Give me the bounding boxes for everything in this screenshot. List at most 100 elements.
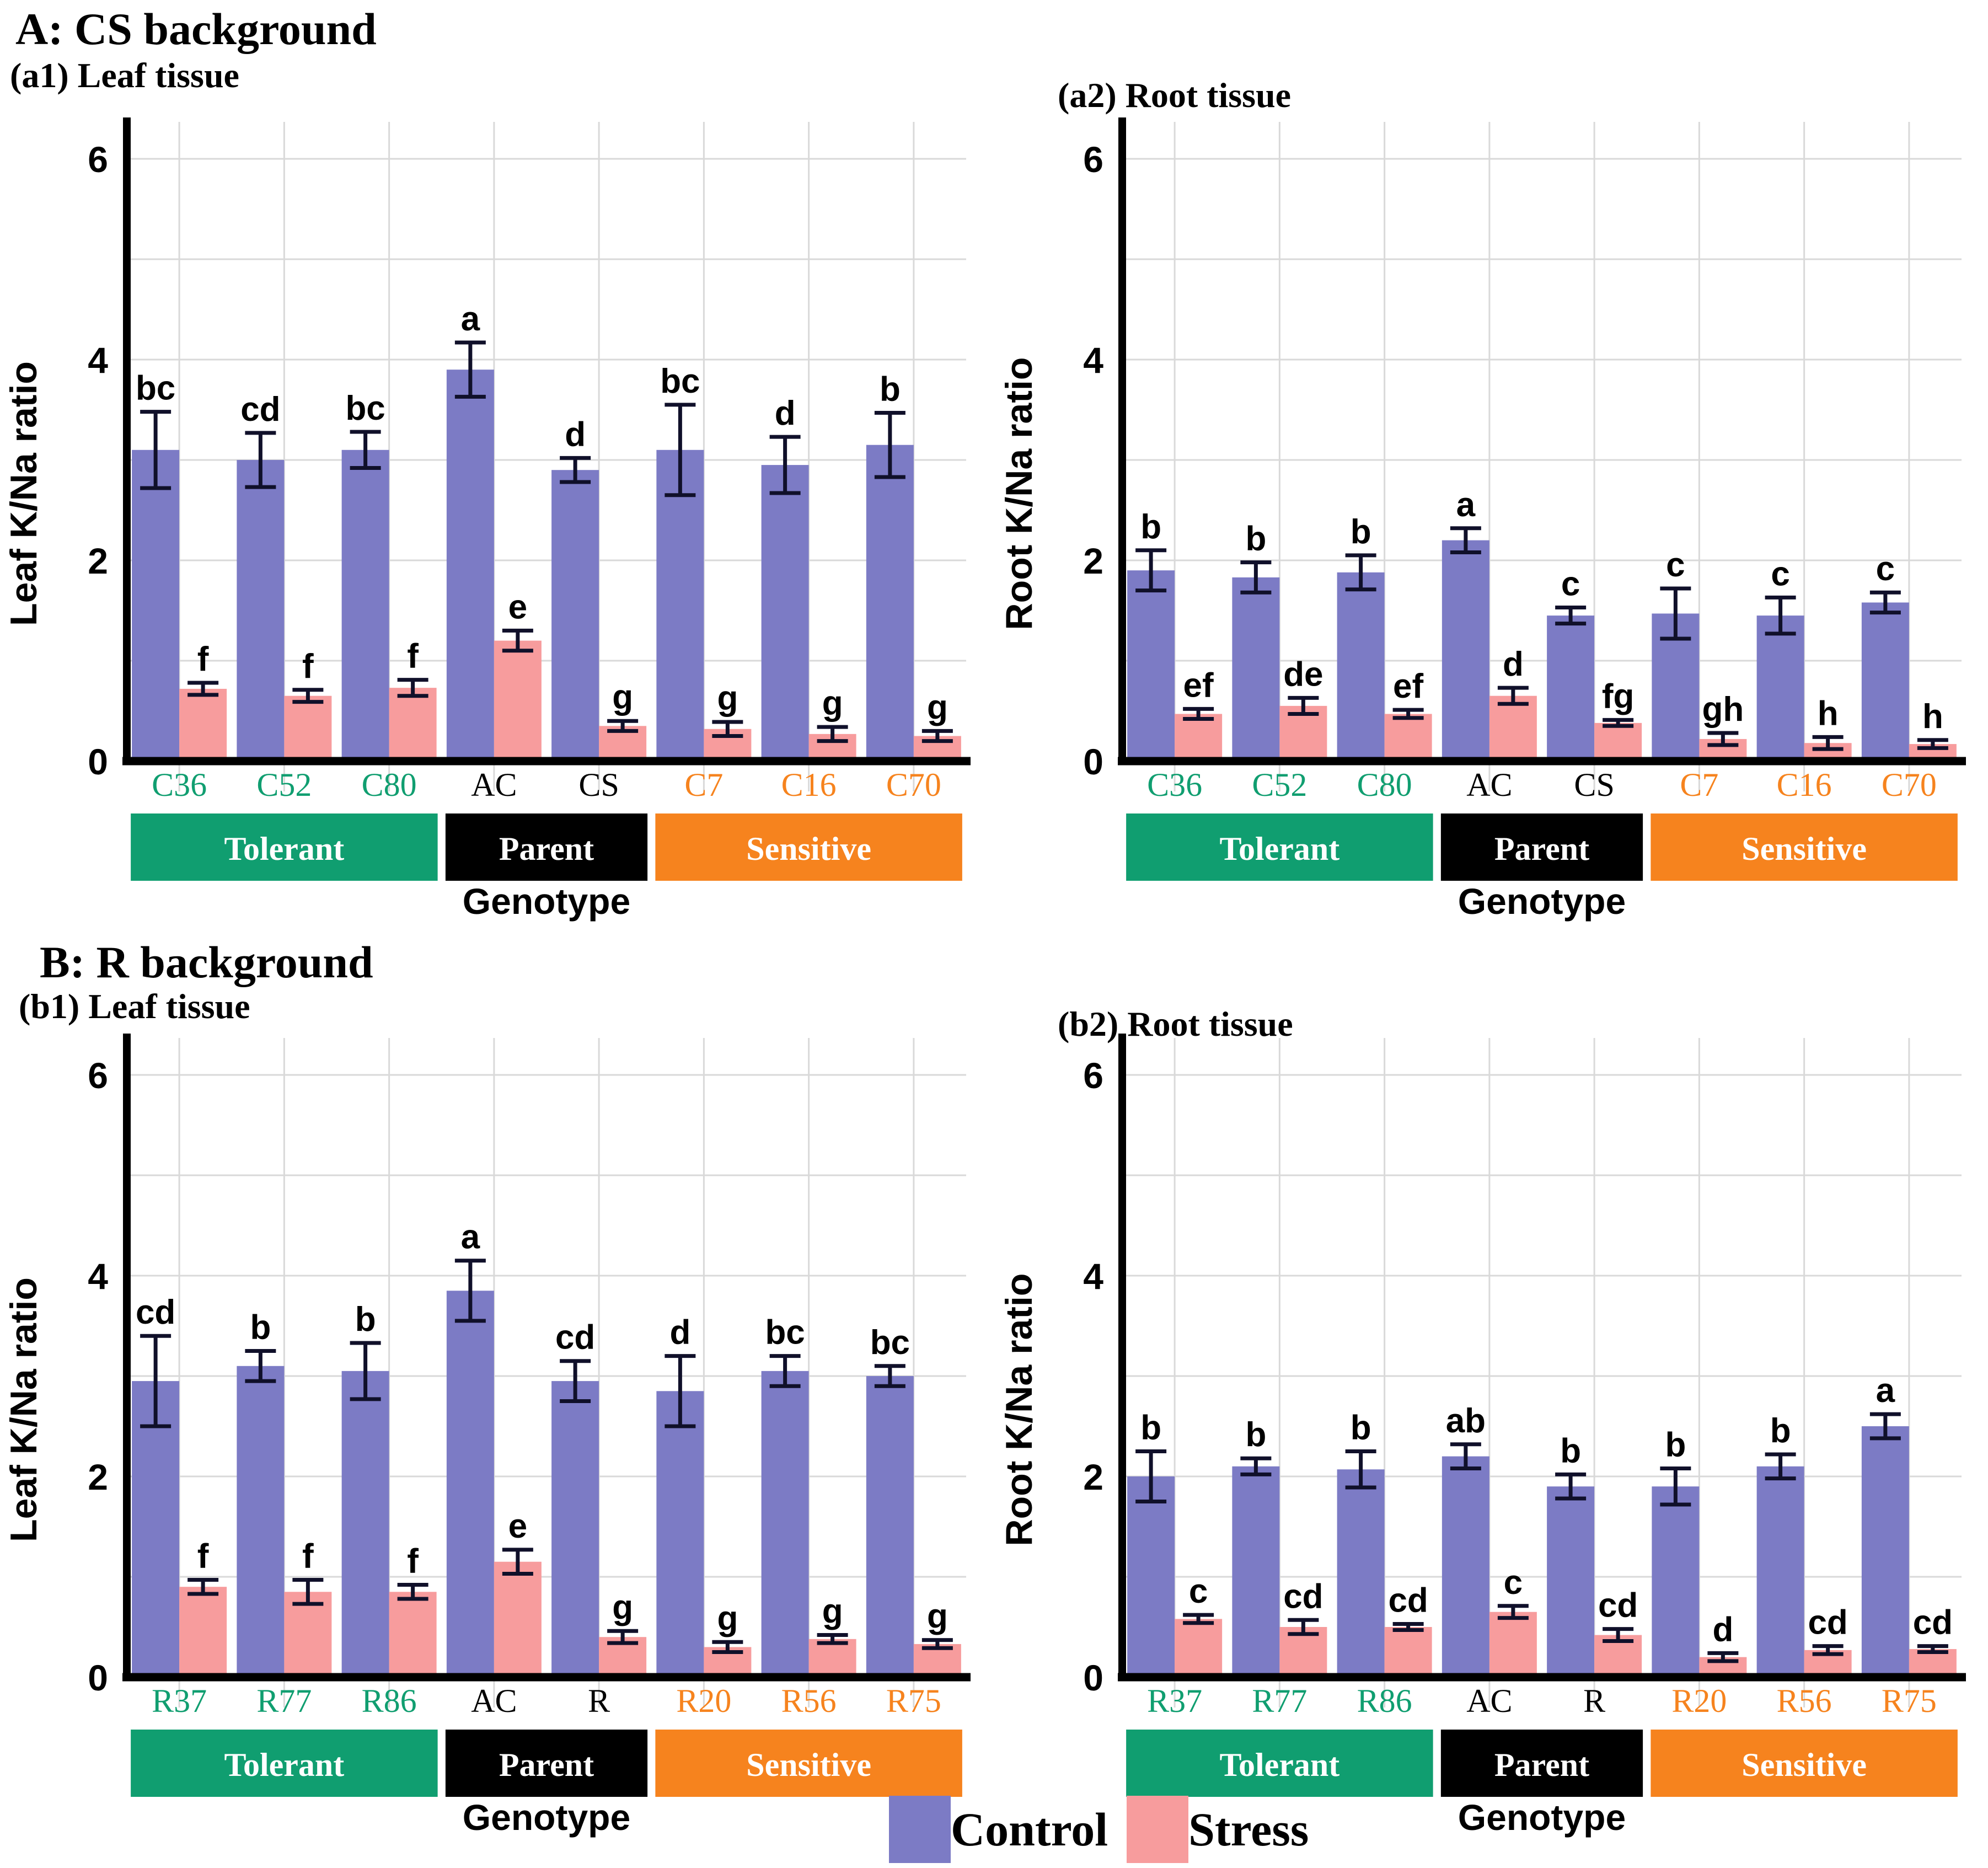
sig-letter-control-CS: d [565,415,586,453]
panel-a1-subtitle: (a1) Leaf tissue [10,56,239,95]
sig-letter-control-R56: bc [765,1314,805,1352]
bar-control-R77 [1232,1466,1280,1677]
legend-control-swatch [889,1796,951,1863]
category-label-C70: C70 [1882,767,1937,803]
sig-letter-control-R20: b [1665,1426,1686,1464]
sig-letter-stress-C7: gh [1702,691,1744,729]
sig-letter-control-R37: cd [136,1293,175,1331]
sig-letter-control-R77: b [250,1309,271,1347]
sig-letter-control-R: b [1560,1432,1581,1470]
sig-letter-stress-C80: ef [1393,667,1423,705]
sig-letter-control-CS: c [1561,565,1580,603]
sig-letter-control-C16: c [1771,555,1789,593]
sig-letter-control-R56: b [1770,1412,1791,1450]
bar-control-AC [1442,1456,1489,1677]
group-band-tolerant [1126,813,1433,881]
bar-control-R86 [341,1371,389,1677]
x-axis-label: Genotype [1458,1797,1626,1838]
section-b-title: B: R background [40,937,373,987]
group-band-label: Parent [499,1747,594,1783]
bar-stress-C52 [284,695,332,761]
category-label-R75: R75 [1882,1683,1937,1719]
bar-control-C16 [1756,615,1804,761]
sig-letter-control-C80: b [1351,513,1371,551]
bar-stress-AC [1489,1612,1537,1677]
bar-stress-AC [1489,695,1537,761]
bar-control-R20 [1652,1486,1700,1677]
sig-letter-stress-R20: g [717,1599,738,1637]
bar-control-R37 [1127,1476,1175,1677]
x-axis-label: Genotype [1458,881,1626,922]
bar-stress-R56 [808,1639,856,1677]
x-axis-label: Genotype [463,881,630,922]
sig-letter-control-C70: b [880,370,901,408]
group-band-label: Parent [1494,831,1589,867]
category-label-R56: R56 [1777,1683,1832,1719]
bar-control-R20 [656,1391,704,1677]
sig-letter-stress-AC: d [1503,645,1524,683]
category-label-R: R [1583,1683,1605,1719]
category-label-CS: CS [578,767,619,803]
sig-letter-stress-R37: c [1189,1572,1208,1610]
category-label-C36: C36 [152,767,207,803]
bar-control-R75 [866,1376,914,1677]
y-tick-label: 6 [1083,139,1103,180]
bar-control-R56 [1756,1466,1804,1677]
category-label-C52: C52 [1252,767,1307,803]
bar-control-R56 [761,1371,809,1677]
category-label-C16: C16 [1777,767,1832,803]
group-band-parent [1440,813,1643,881]
sig-letter-stress-R75: cd [1913,1604,1953,1642]
category-label-R77: R77 [1252,1683,1307,1719]
sig-letter-control-R37: b [1140,1409,1161,1447]
sig-letter-control-AC: a [461,300,480,338]
bar-control-C80 [341,449,389,761]
sig-letter-control-R: cd [555,1319,595,1357]
y-tick-label: 2 [1083,540,1103,581]
chart-a1-leaf-tissue: bc cd bc a d bc d b f f f e g g g g 0 2 4 6 Leaf K/Na ratio C… [0,108,993,935]
bar-stress-R77 [284,1592,332,1677]
sig-letter-control-AC: ab [1446,1402,1486,1440]
sig-letter-control-C36: b [1140,508,1161,546]
group-band-label: Sensitive [746,1747,871,1783]
bar-control-C16 [761,465,809,761]
sig-letter-control-AC: a [461,1218,480,1256]
category-label-C80: C80 [362,767,417,803]
sig-letter-control-C16: d [775,394,796,432]
group-band-label: Parent [499,831,594,867]
bar-control-R37 [132,1381,180,1677]
group-band-label: Tolerant [1219,831,1339,867]
group-band-parent [445,1730,648,1797]
group-band-label: Tolerant [1219,1747,1339,1783]
category-label-C36: C36 [1147,767,1202,803]
bar-stress-R37 [179,1587,227,1677]
sig-letter-stress-CS: g [612,678,633,716]
sig-letter-stress-AC: c [1504,1564,1523,1602]
category-label-AC: AC [1466,767,1512,803]
group-band-tolerant [131,813,438,881]
sig-letter-stress-R20: d [1712,1610,1733,1648]
bar-control-AC [446,370,494,761]
group-band-label: Tolerant [224,831,344,867]
sig-letter-stress-C16: h [1818,694,1839,732]
sig-letter-stress-AC: e [508,1507,527,1545]
bar-chart-canvas: b b b a c c c c ef de ef d fg gh h h 0 2 4 6 Root K/Na ratio… [998,117,1966,922]
bar-stress-R37 [1175,1619,1223,1677]
bar-stress-R86 [389,1592,437,1677]
category-label-C16: C16 [781,767,837,803]
y-tick-label: 0 [88,1657,108,1698]
group-band-tolerant [131,1730,438,1797]
bar-control-C70 [866,445,914,761]
sig-letter-stress-C36: f [197,640,209,678]
chart-b2-root-tissue: b b b ab b b b a c cd cd c cd d cd cd 0 2 4 6 Root K/Na rati… [995,1024,1988,1851]
category-label-C70: C70 [886,767,941,803]
group-band-label: Parent [1494,1747,1589,1783]
sig-letter-control-C52: b [1245,520,1266,558]
y-tick-label: 2 [1083,1457,1103,1497]
category-label-R86: R86 [362,1683,417,1719]
y-tick-label: 6 [88,139,108,180]
category-label-AC: AC [471,1683,517,1719]
category-label-AC: AC [471,767,517,803]
sig-letter-stress-R86: f [407,1543,419,1581]
bar-control-R [1547,1486,1595,1677]
